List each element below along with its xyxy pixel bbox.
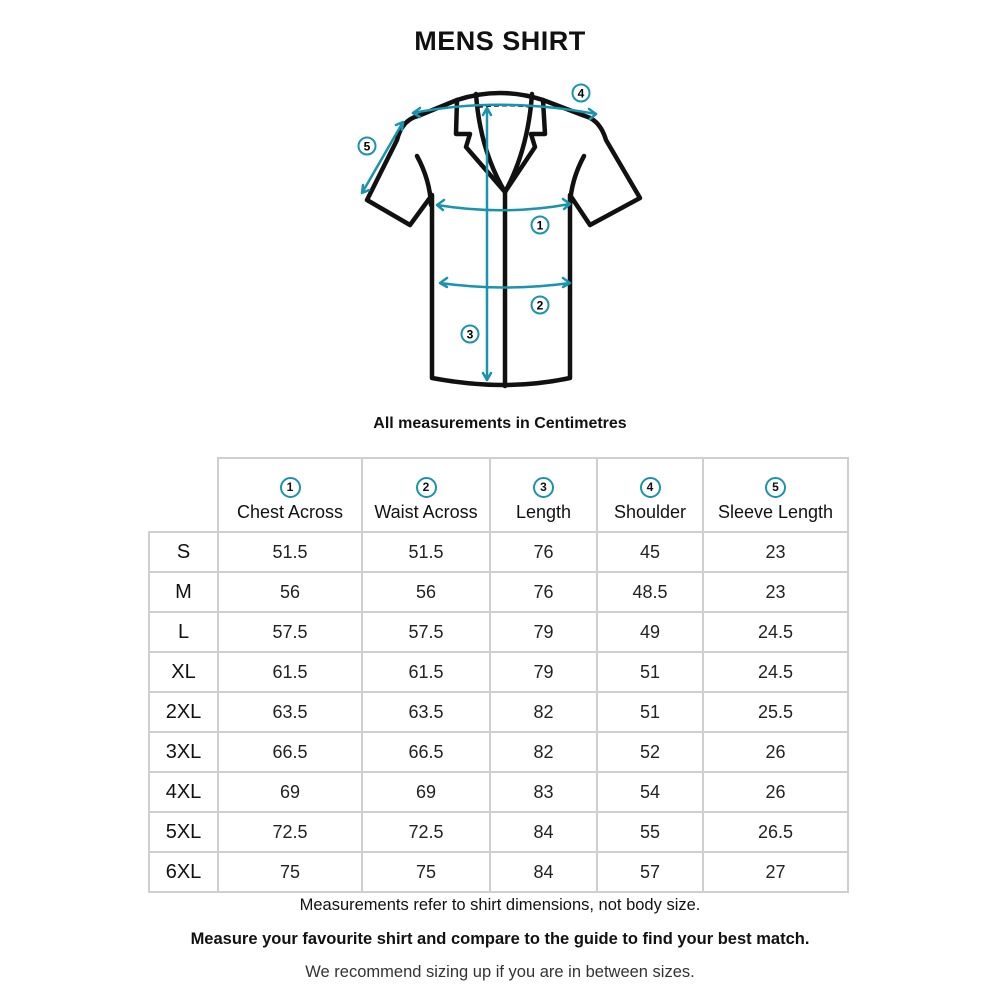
value-cell: 57.5	[361, 611, 491, 653]
value-cell: 76	[489, 531, 598, 573]
value-cell: 84	[489, 851, 598, 893]
value-cell: 51.5	[361, 531, 491, 573]
value-cell: 75	[361, 851, 491, 893]
label-1: 1	[537, 219, 544, 233]
value-cell: 72.5	[217, 811, 363, 853]
table-row: 4XL 69 69 83 54 26	[148, 771, 849, 813]
note-compare: Measure your favourite shirt and compare…	[190, 930, 810, 948]
value-cell: 56	[361, 571, 491, 613]
value-cell: 76	[489, 571, 598, 613]
value-cell: 84	[489, 811, 598, 853]
value-cell: 24.5	[702, 651, 849, 693]
label-2: 2	[537, 299, 544, 313]
note-size-up: We recommend sizing up if you are in bet…	[305, 963, 695, 981]
value-cell: 49	[596, 611, 704, 653]
value-cell: 66.5	[361, 731, 491, 773]
value-cell: 66.5	[217, 731, 363, 773]
value-cell: 51	[596, 651, 704, 693]
value-cell: 52	[596, 731, 704, 773]
col-sleeve: 5 Sleeve Length	[702, 457, 849, 533]
value-cell: 51	[596, 691, 704, 733]
value-cell: 83	[489, 771, 598, 813]
value-cell: 82	[489, 691, 598, 733]
col-waist: 2 Waist Across	[361, 457, 491, 533]
column-label: Chest Across	[236, 502, 344, 522]
size-table: 1 Chest Across 2 Waist Across 3 Length 4 Sho…	[148, 457, 849, 893]
value-cell: 57.5	[217, 611, 363, 653]
table-row: L 57.5 57.5 79 49 24.5	[148, 611, 849, 653]
value-cell: 24.5	[702, 611, 849, 653]
value-cell: 27	[702, 851, 849, 893]
column-label: Length	[515, 502, 572, 522]
value-cell: 23	[702, 571, 849, 613]
value-cell: 61.5	[217, 651, 363, 693]
value-cell: 56	[217, 571, 363, 613]
value-cell: 69	[361, 771, 491, 813]
diagram-labels: 1 2 3 4 5	[357, 83, 591, 344]
size-cell: 2XL	[148, 691, 219, 733]
size-cell: 6XL	[148, 851, 219, 893]
value-cell: 26.5	[702, 811, 849, 853]
number-badge: 3	[533, 477, 554, 498]
value-cell: 26	[702, 731, 849, 773]
units-note: All measurements in Centimetres	[373, 415, 627, 432]
value-cell: 75	[217, 851, 363, 893]
table-row: 2XL 63.5 63.5 82 51 25.5	[148, 691, 849, 733]
measurement-arrows	[360, 103, 598, 382]
number-badge: 1	[279, 477, 301, 498]
size-cell: 3XL	[148, 731, 219, 773]
label-4: 4	[578, 87, 585, 101]
value-cell: 69	[217, 771, 363, 813]
size-cell: XL	[148, 651, 219, 693]
col-shoulder: 4 Shoulder	[596, 457, 704, 533]
number-badge: 5	[765, 477, 786, 498]
label-5: 5	[364, 140, 371, 154]
table-row: M 56 56 76 48.5 23	[148, 571, 849, 613]
value-cell: 25.5	[702, 691, 849, 733]
value-cell: 23	[702, 531, 849, 573]
size-cell: 5XL	[148, 811, 219, 853]
value-cell: 63.5	[361, 691, 491, 733]
col-length: 3 Length	[489, 457, 598, 533]
value-cell: 79	[489, 611, 598, 653]
table-row: 6XL 75 75 84 57 27	[148, 851, 849, 893]
value-cell: 55	[596, 811, 704, 853]
number-badge: 2	[415, 477, 437, 498]
value-cell: 54	[596, 771, 704, 813]
table-row: 5XL 72.5 72.5 84 55 26.5	[148, 811, 849, 853]
number-badge: 4	[639, 477, 661, 498]
value-cell: 82	[489, 731, 598, 773]
shirt-outline	[364, 90, 643, 389]
value-cell: 63.5	[217, 691, 363, 733]
note-dimensions: Measurements refer to shirt dimensions, …	[299, 896, 701, 914]
column-label: Shoulder	[613, 502, 687, 522]
label-3: 3	[467, 328, 474, 342]
value-cell: 72.5	[361, 811, 491, 853]
value-cell: 79	[489, 651, 598, 693]
size-cell: L	[148, 611, 219, 653]
value-cell: 45	[596, 531, 704, 573]
shirt-diagram: 1 2 3 4 5	[357, 83, 643, 389]
table-row: S 51.5 51.5 76 45 23	[148, 531, 849, 573]
value-cell: 48.5	[596, 571, 704, 613]
value-cell: 51.5	[217, 531, 363, 573]
table-row: 3XL 66.5 66.5 82 52 26	[148, 731, 849, 773]
col-chest: 1 Chest Across	[217, 457, 363, 533]
size-cell: M	[148, 571, 219, 613]
header-row: 1 Chest Across 2 Waist Across 3 Length 4 Sho…	[149, 457, 849, 533]
column-label: Waist Across	[374, 502, 478, 522]
value-cell: 57	[596, 851, 704, 893]
size-cell: S	[148, 531, 219, 573]
corner-cell	[149, 458, 219, 533]
value-cell: 61.5	[361, 651, 491, 693]
size-cell: 4XL	[148, 771, 219, 813]
column-label: Sleeve Length	[717, 502, 834, 522]
page-title: MENS SHIRT	[414, 26, 586, 56]
table-row: XL 61.5 61.5 79 51 24.5	[148, 651, 849, 693]
value-cell: 26	[702, 771, 849, 813]
